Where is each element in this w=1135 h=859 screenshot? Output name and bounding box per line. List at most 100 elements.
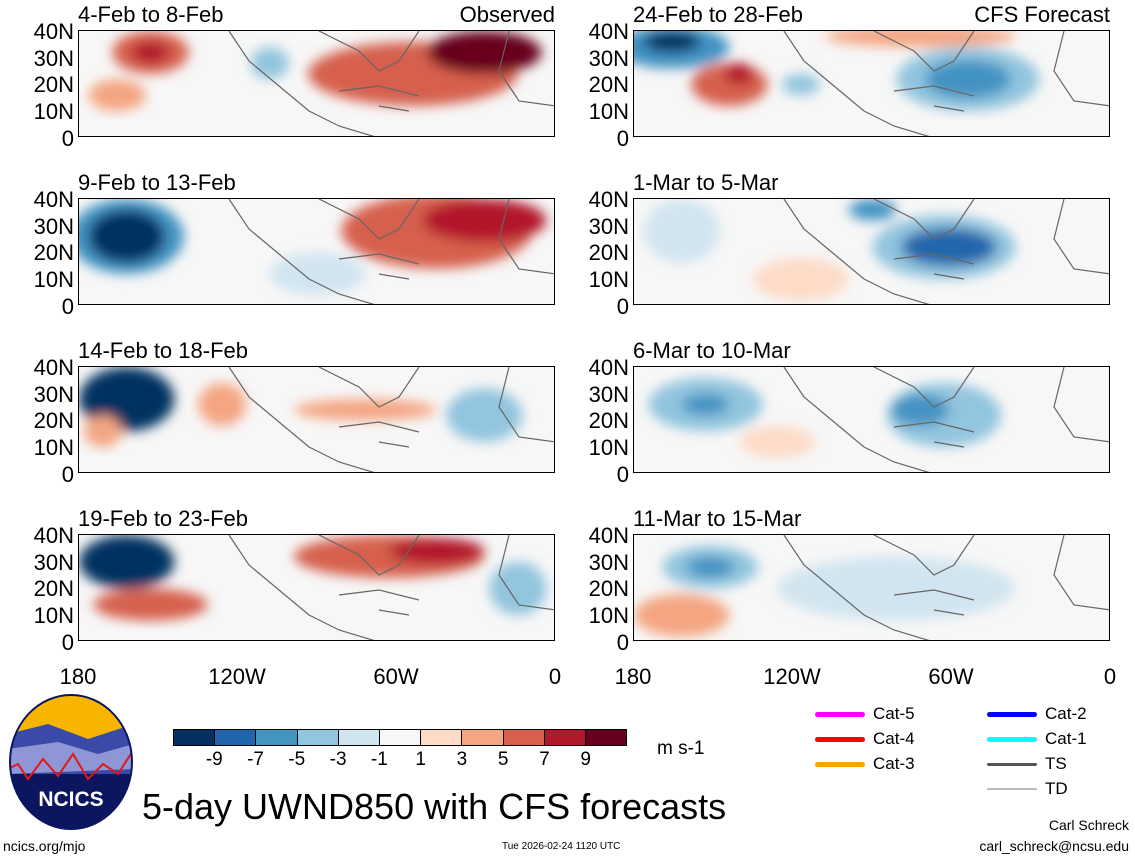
- panel-title: 9-Feb to 13-Feb: [78, 170, 236, 195]
- panel-label: Observed: [459, 2, 555, 27]
- coastline: [783, 31, 1109, 136]
- colorbar-swatch: [256, 730, 298, 745]
- coastline: [228, 535, 554, 640]
- legend-label: Cat-2: [1045, 704, 1087, 723]
- anomaly-region: [88, 209, 165, 264]
- footer-url: ncics.org/mjo: [3, 838, 86, 854]
- coastline: [783, 367, 1109, 472]
- panel-title: 14-Feb to 18-Feb: [78, 338, 248, 363]
- legend-line: [815, 761, 865, 767]
- y-tick-label: 0: [616, 293, 629, 319]
- map-panel: [633, 30, 1110, 137]
- colorbar-label: 1: [415, 749, 426, 770]
- y-tick-label: 10N: [588, 435, 629, 461]
- panel-title: 6-Mar to 10-Mar: [633, 338, 791, 363]
- colorbar-label: -5: [288, 749, 306, 770]
- legend-item: TS: [987, 754, 1067, 774]
- y-tick-label: 20N: [33, 576, 74, 602]
- colorbar-units: m s-1: [657, 738, 705, 759]
- y-tick-label: 30N: [588, 381, 629, 407]
- colorbar-label: -1: [370, 749, 388, 770]
- anomaly-region: [489, 561, 547, 616]
- anomaly-region: [269, 252, 366, 296]
- x-tick-label: 180: [614, 664, 652, 689]
- legend-item: Cat-3: [815, 754, 915, 774]
- legend-line: [987, 788, 1037, 790]
- legend-label: Cat-5: [873, 704, 915, 723]
- legend-item: Cat-2: [987, 704, 1087, 724]
- x-tick-label: 60W: [928, 664, 974, 689]
- anomaly-region: [901, 227, 997, 267]
- x-tick-label: 120W: [208, 664, 266, 689]
- legend-label: Cat-4: [873, 729, 915, 748]
- y-tick-label: 0: [616, 125, 629, 151]
- x-tick-label: 180: [59, 664, 97, 689]
- ncics-logo: NCICS: [9, 694, 133, 830]
- anomaly-region: [198, 383, 246, 426]
- legend-item: Cat-1: [987, 729, 1087, 749]
- colorbar-label: 9: [580, 749, 592, 770]
- legend-line: [987, 762, 1037, 766]
- map-panel: [633, 366, 1110, 473]
- colorbar-swatch: [585, 730, 627, 745]
- legend-label: TS: [1045, 754, 1067, 773]
- anomaly-region: [724, 63, 754, 85]
- colorbar-label: -3: [329, 749, 347, 770]
- anomaly-region: [924, 59, 1011, 99]
- y-tick-label: 30N: [33, 381, 74, 407]
- anomaly-region: [738, 425, 816, 458]
- y-tick-label: 20N: [588, 240, 629, 266]
- x-tick-label: 60W: [373, 664, 419, 689]
- y-tick-label: 40N: [588, 19, 629, 44]
- anomaly-region: [250, 47, 289, 80]
- anomaly-region: [686, 556, 735, 578]
- colorbar-swatch: [462, 730, 504, 745]
- legend-line: [815, 711, 865, 717]
- anomaly-region: [446, 388, 523, 442]
- svg-text:NCICS: NCICS: [38, 788, 103, 811]
- y-tick-label: 10N: [33, 603, 74, 629]
- y-tick-label: 30N: [33, 549, 74, 575]
- panel-title: 19-Feb to 23-Feb: [78, 506, 248, 531]
- y-tick-label: 10N: [588, 99, 629, 125]
- y-tick-label: 40N: [33, 19, 74, 44]
- legend-label: TD: [1045, 779, 1068, 798]
- anomaly-region: [293, 399, 437, 421]
- y-tick-label: 30N: [588, 549, 629, 575]
- y-tick-label: 0: [616, 461, 629, 487]
- coastline: [228, 367, 554, 472]
- y-tick-label: 10N: [33, 99, 74, 125]
- y-tick-label: 30N: [588, 213, 629, 239]
- map-panel: [633, 534, 1110, 641]
- panel-title: 11-Mar to 15-Mar: [633, 506, 802, 531]
- anomaly-region: [427, 31, 542, 74]
- anomaly-region: [781, 73, 821, 96]
- colorbar-swatch: [215, 730, 257, 745]
- colorbar-label: 7: [539, 749, 550, 770]
- y-tick-label: 20N: [588, 72, 629, 98]
- panel-title: 24-Feb to 28-Feb: [633, 2, 803, 27]
- colorbar-swatch: [421, 730, 463, 745]
- anomaly-region: [848, 199, 897, 221]
- colorbar-swatch: [503, 730, 545, 745]
- colorbar-label: -9: [205, 749, 223, 770]
- y-tick-label: 40N: [33, 355, 74, 380]
- footer-timestamp: Tue 2026-02-24 1120 UTC: [502, 841, 621, 852]
- x-tick-label: 120W: [763, 664, 821, 689]
- y-tick-label: 40N: [588, 187, 629, 212]
- anomaly-region: [643, 199, 720, 264]
- y-tick-label: 0: [616, 629, 629, 655]
- coastline: [228, 199, 554, 304]
- anomaly-region: [824, 31, 1016, 48]
- y-tick-label: 10N: [588, 603, 629, 629]
- anomaly-region: [753, 257, 849, 301]
- anomaly-region: [131, 41, 170, 64]
- y-tick-label: 10N: [33, 267, 74, 293]
- anomaly-region: [681, 393, 730, 416]
- anomaly-region: [79, 535, 175, 589]
- figure-title: 5-day UWND850 with CFS forecasts: [142, 786, 727, 827]
- colorbar-swatch: [338, 730, 380, 745]
- legend-item: TD: [987, 779, 1068, 799]
- legend-item: Cat-5: [815, 704, 915, 724]
- anomaly-region: [891, 393, 949, 426]
